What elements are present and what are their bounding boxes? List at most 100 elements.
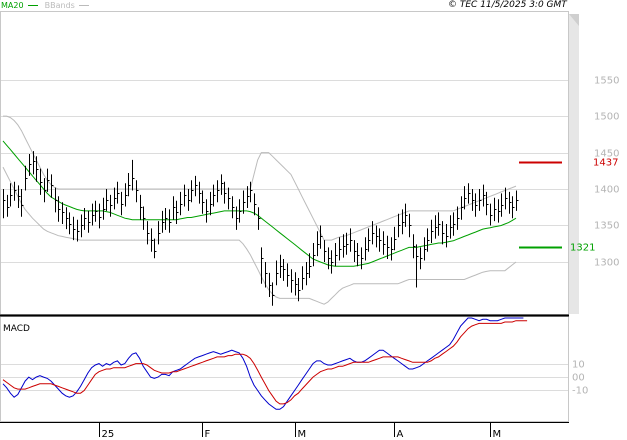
x-axis-label: M — [298, 429, 307, 440]
ohlc-bar — [479, 189, 482, 211]
macd-title: MACD — [3, 324, 30, 334]
ohlc-bar — [453, 212, 456, 236]
ohlc-bar — [73, 216, 76, 241]
ohlc-bar — [416, 244, 419, 288]
price-y-tick-label: 1500 — [594, 112, 619, 123]
ohlc-bar — [99, 203, 102, 229]
ohlc-bar — [420, 247, 423, 270]
price-y-tick-label: 1350 — [594, 221, 619, 232]
ohlc-bar — [427, 228, 430, 252]
ohlc-bar — [291, 269, 294, 293]
ohlc-bar — [199, 181, 202, 204]
ohlc-bar — [295, 272, 298, 296]
ohlc-bar — [191, 180, 194, 203]
ohlc-bar — [140, 194, 143, 220]
ohlc-bar — [84, 208, 87, 230]
ohlc-bar — [298, 278, 301, 302]
ohlc-bar — [154, 238, 157, 259]
ohlc-bar — [361, 247, 364, 270]
ohlc-bar — [121, 191, 124, 216]
legend-bbands: BBands — [44, 1, 75, 10]
resistance-level-label: 1437 — [593, 158, 618, 169]
ohlc-bar — [92, 203, 95, 226]
ohlc-bar — [324, 240, 327, 262]
ohlc-bar — [272, 282, 275, 306]
ohlc-bar — [354, 240, 357, 262]
ohlc-bar — [483, 184, 486, 207]
ohlc-bar — [387, 235, 390, 259]
ohlc-bar — [18, 185, 21, 208]
ohlc-bar — [391, 237, 394, 261]
ohlc-bar — [114, 187, 117, 210]
ohlc-bar — [383, 231, 386, 255]
ohlc-bar — [47, 168, 50, 192]
ohlc-bar — [62, 202, 65, 224]
price-y-tick-label: 1300 — [594, 258, 619, 269]
macd-y-tick-label: 10 — [572, 360, 585, 371]
ohlc-bar — [3, 189, 6, 219]
legend-ma20-swatch — [28, 5, 39, 6]
ohlc-bar — [328, 247, 331, 270]
x-axis-label: M — [493, 429, 502, 440]
ohlc-bar — [379, 228, 382, 252]
ohlc-bar — [357, 243, 360, 267]
ohlc-bar — [81, 214, 84, 238]
ohlc-bar — [243, 190, 246, 214]
ohlc-bar — [446, 224, 449, 248]
ohlc-bar — [306, 262, 309, 286]
legend-ma20: MA20 — [1, 1, 24, 10]
ohlc-bar — [317, 231, 320, 257]
ohlc-bar — [343, 234, 346, 258]
ohlc-bar — [228, 187, 231, 210]
ohlc-bar — [143, 206, 146, 230]
ohlc-bar — [287, 263, 290, 287]
ohlc-bar — [398, 213, 401, 238]
ohlc-bar — [424, 237, 427, 261]
ohlc-bar — [213, 184, 216, 207]
ohlc-bar — [512, 196, 515, 219]
ohlc-bar — [188, 189, 191, 211]
ohlc-bar — [165, 208, 168, 230]
ohlc-bar — [221, 174, 224, 195]
ohlc-bar — [494, 197, 497, 222]
ohlc-bar — [302, 266, 305, 290]
ohlc-bar — [110, 194, 113, 217]
ohlc-bar — [184, 184, 187, 207]
ohlc-bar — [313, 243, 316, 267]
ohlc-bar — [176, 200, 179, 224]
ohlc-bar — [210, 191, 213, 216]
ohlc-bar — [95, 200, 98, 222]
ohlc-bar — [368, 228, 371, 252]
ohlc-bar — [40, 168, 43, 195]
signal-line — [2, 320, 528, 405]
ohlc-bar — [372, 221, 375, 245]
ohlc-bar — [58, 196, 61, 222]
ohlc-bar — [29, 154, 32, 176]
ohlc-bar — [125, 183, 128, 207]
ohlc-bar — [77, 219, 80, 242]
copyright: © TEC 11/5/2025 3:0 GMT — [448, 0, 567, 10]
ohlc-bar — [158, 221, 161, 245]
ohlc-bar — [405, 203, 408, 227]
ohlc-bar — [346, 232, 349, 255]
x-axis-label: A — [397, 429, 404, 440]
ohlc-bar — [173, 196, 176, 220]
ohlc-bar — [169, 209, 172, 233]
ohlc-bar — [335, 243, 338, 267]
ohlc-bar — [464, 186, 467, 210]
macd-line — [2, 317, 524, 410]
ohlc-bar — [331, 250, 334, 274]
ohlc-bar — [269, 272, 272, 297]
ohlc-bar — [498, 199, 501, 223]
ohlc-bar — [106, 189, 109, 211]
ohlc-bar — [276, 260, 279, 286]
ohlc-bar — [261, 247, 264, 284]
ohlc-bar — [136, 180, 139, 203]
ohlc-bar — [7, 194, 10, 217]
ohlc-bar — [475, 193, 478, 217]
ohlc-bar — [339, 237, 342, 261]
ohlc-bar — [350, 228, 353, 252]
ohlc-bar — [280, 254, 283, 278]
ohlc-bar — [254, 193, 257, 216]
ohlc-bar — [239, 199, 242, 223]
